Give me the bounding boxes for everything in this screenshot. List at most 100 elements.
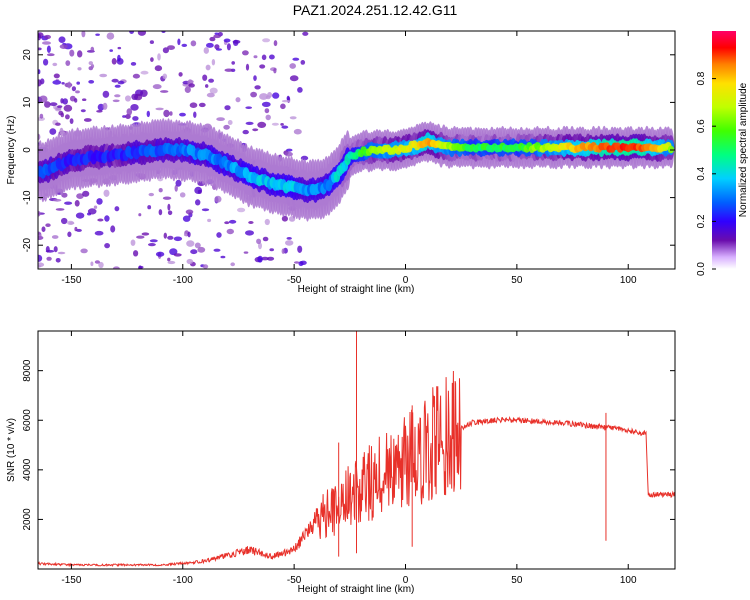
noise-blob bbox=[132, 116, 139, 121]
noise-blob bbox=[67, 81, 72, 89]
noise-blob bbox=[38, 69, 41, 75]
noise-blob bbox=[173, 236, 183, 242]
noise-blob bbox=[104, 243, 110, 249]
noise-blob bbox=[140, 70, 149, 75]
noise-blob bbox=[44, 101, 51, 108]
noise-blob bbox=[254, 85, 261, 90]
noise-blob bbox=[253, 55, 258, 59]
noise-blob bbox=[81, 31, 86, 38]
snr-line-layer bbox=[38, 331, 675, 568]
noise-blob bbox=[206, 42, 214, 48]
colorbar-tick-label: 0.2 bbox=[696, 214, 707, 228]
noise-blob bbox=[178, 72, 183, 77]
noise-blob bbox=[169, 111, 173, 116]
snr-y-label: SNR (10 * v/v) bbox=[6, 418, 17, 482]
y-tick-label: -10 bbox=[22, 190, 33, 205]
noise-blob bbox=[177, 38, 181, 46]
noise-blob bbox=[59, 44, 68, 49]
noise-blob bbox=[193, 111, 197, 118]
noise-blob bbox=[207, 218, 212, 223]
noise-blob bbox=[112, 99, 120, 103]
noise-blob bbox=[88, 61, 94, 66]
colorbar-ticks: 0.0 0.2 0.4 0.6 0.8 bbox=[696, 71, 716, 276]
noise-blob bbox=[297, 245, 303, 253]
noise-blob bbox=[138, 265, 144, 269]
noise-blob bbox=[111, 58, 117, 65]
noise-blob bbox=[46, 256, 52, 261]
noise-blob bbox=[137, 31, 146, 36]
noise-blob bbox=[167, 210, 173, 216]
spectrogram-x-label: Height of straight line (km) bbox=[298, 284, 415, 295]
noise-blob bbox=[45, 246, 50, 253]
noise-blob bbox=[71, 86, 76, 92]
noise-blob bbox=[75, 90, 80, 94]
noise-blob bbox=[38, 79, 42, 87]
noise-blob bbox=[286, 95, 290, 101]
noise-blob bbox=[173, 253, 182, 257]
noise-blob bbox=[44, 34, 51, 40]
noise-blob bbox=[88, 80, 95, 84]
colorbar-tick-label: 0.4 bbox=[696, 166, 707, 180]
x-tick-label: -150 bbox=[61, 275, 81, 286]
noise-blob bbox=[281, 248, 285, 254]
noise-blob bbox=[202, 264, 209, 269]
noise-blob bbox=[52, 62, 58, 67]
noise-blob bbox=[175, 179, 182, 187]
colorbar-tick-label: 0.8 bbox=[696, 71, 707, 85]
x-tick-label: 0 bbox=[403, 275, 409, 286]
noise-blob bbox=[167, 257, 171, 262]
noise-blob bbox=[109, 49, 113, 52]
noise-blob bbox=[259, 64, 266, 69]
noise-blob bbox=[125, 95, 131, 102]
noise-blob bbox=[245, 121, 254, 125]
noise-blob bbox=[130, 62, 137, 66]
noise-blob bbox=[39, 113, 44, 119]
noise-blob bbox=[148, 243, 156, 247]
noise-blob bbox=[82, 98, 87, 101]
noise-blob bbox=[69, 118, 74, 124]
noise-blob bbox=[250, 91, 257, 98]
noise-blob bbox=[74, 200, 80, 207]
noise-blob bbox=[293, 128, 302, 135]
noise-blob bbox=[265, 114, 271, 121]
noise-blob bbox=[169, 248, 178, 256]
noise-blob bbox=[114, 206, 120, 212]
noise-blob bbox=[136, 235, 145, 239]
noise-blob bbox=[93, 205, 98, 209]
noise-blob bbox=[205, 84, 209, 88]
noise-blob bbox=[227, 120, 233, 125]
noise-blob bbox=[58, 36, 66, 43]
noise-blob bbox=[61, 192, 68, 198]
noise-blob bbox=[146, 110, 150, 118]
noise-blob bbox=[223, 38, 231, 43]
noise-blob bbox=[39, 95, 48, 103]
noise-blob bbox=[114, 94, 121, 98]
noise-blob bbox=[182, 215, 191, 222]
noise-blob bbox=[149, 239, 158, 243]
noise-blob bbox=[230, 262, 235, 267]
noise-blob bbox=[300, 260, 307, 265]
noise-blob bbox=[87, 208, 97, 215]
noise-blob bbox=[211, 59, 216, 66]
noise-blob bbox=[98, 261, 104, 269]
noise-blob bbox=[57, 105, 63, 108]
noise-blob bbox=[167, 203, 171, 211]
x-tick-label: 100 bbox=[620, 275, 637, 286]
noise-blob bbox=[53, 73, 60, 79]
noise-blob bbox=[205, 64, 211, 71]
x-tick-label: 50 bbox=[511, 575, 523, 586]
noise-blob bbox=[90, 261, 94, 267]
x-tick-label: 0 bbox=[403, 575, 409, 586]
noise-blob bbox=[281, 215, 288, 222]
noise-blob bbox=[197, 246, 206, 253]
noise-blob bbox=[258, 242, 262, 250]
noise-blob bbox=[257, 121, 267, 128]
x-tick-label: -50 bbox=[287, 275, 302, 286]
noise-blob bbox=[90, 46, 95, 52]
noise-blob bbox=[280, 123, 284, 126]
noise-blob bbox=[138, 213, 142, 217]
noise-blob bbox=[110, 225, 116, 233]
noise-blob bbox=[129, 31, 134, 34]
noise-blob bbox=[69, 49, 75, 57]
